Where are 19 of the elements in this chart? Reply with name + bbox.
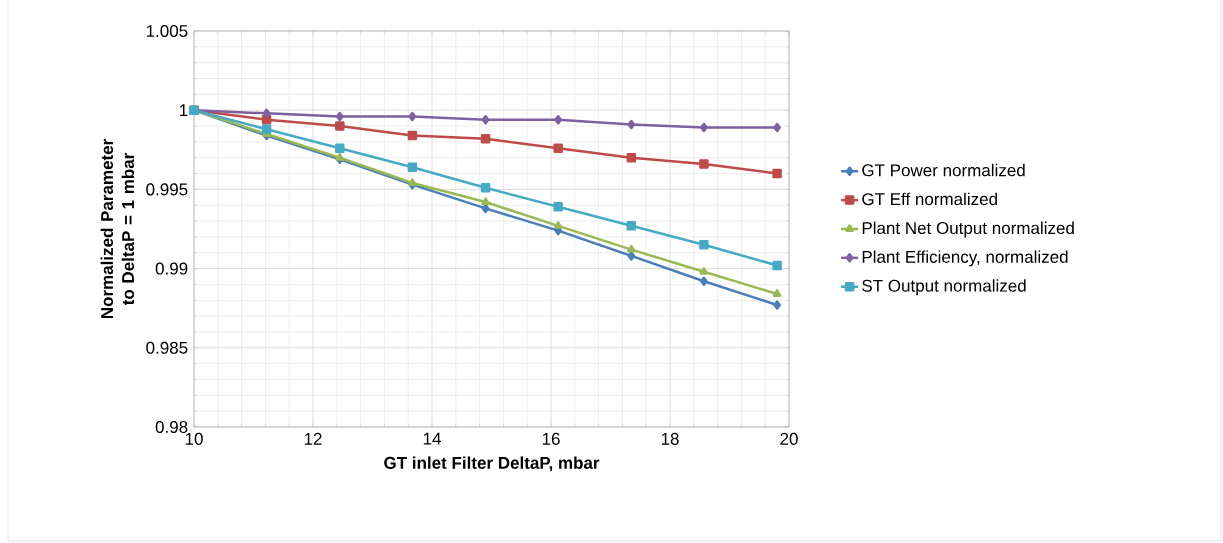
legend-label: Plant Net Output normalized xyxy=(862,221,1074,238)
y-tick-label: 0.995 xyxy=(146,183,188,196)
legend-label: GT Power normalized xyxy=(862,163,1025,177)
y-tick-label: 0.985 xyxy=(146,341,188,354)
y-tick-label: 1 xyxy=(179,104,188,117)
y-tick-label: 1.005 xyxy=(146,24,188,38)
x-tick-label: 12 xyxy=(304,432,322,445)
y-tick-label: 0.98 xyxy=(155,420,188,434)
legend-label: Plant Efficiency, normalized xyxy=(862,250,1068,267)
y-tick-label: 0.99 xyxy=(155,262,188,275)
legend-label: ST Output normalized xyxy=(862,279,1026,296)
y-axis-title: Normalized Parameter to DeltaP = 1 mbar xyxy=(100,139,135,319)
x-tick-label: 14 xyxy=(423,432,441,445)
x-tick-label: 10 xyxy=(185,432,203,445)
x-tick-label: 20 xyxy=(780,432,798,445)
x-tick-label: 18 xyxy=(661,432,679,445)
x-axis-title: GT inlet Filter DeltaP, mbar xyxy=(384,456,600,472)
legend-label: GT Eff normalized xyxy=(862,192,997,206)
x-tick-label: 16 xyxy=(542,432,560,445)
